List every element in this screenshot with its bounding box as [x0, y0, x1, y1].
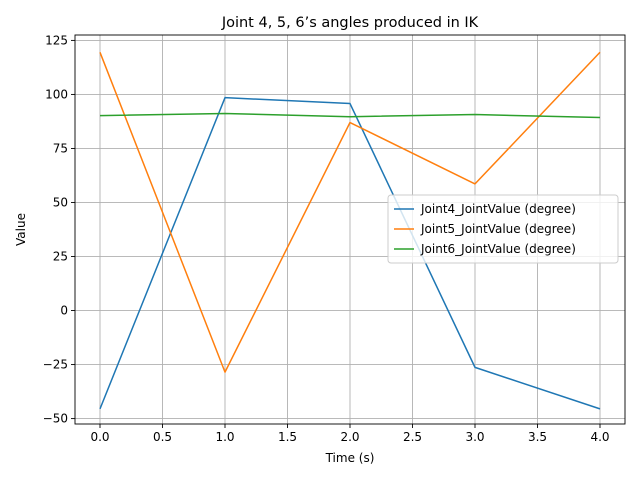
- y-tick-label: 25: [53, 250, 68, 264]
- series-line-joint5: [99, 51, 601, 373]
- chart-title: Joint 4, 5, 6’s angles produced in IK: [221, 15, 479, 31]
- x-tick-label: 2.0: [340, 430, 359, 444]
- legend: Joint4_JointValue (degree) Joint5_JointVa…: [387, 194, 619, 264]
- x-tick-label: 0.5: [153, 430, 172, 444]
- y-tick-label: 125: [45, 33, 68, 47]
- x-tick-label: 3.0: [465, 430, 484, 444]
- y-axis-title: Value: [14, 213, 28, 246]
- y-tick-label: 50: [53, 195, 68, 209]
- x-tick-label: 1.5: [278, 430, 297, 444]
- series-lines: [99, 51, 601, 410]
- x-tick-label: 0.0: [90, 430, 109, 444]
- x-tick-label: 3.5: [528, 430, 547, 444]
- legend-box: [387, 194, 619, 264]
- legend-label: Joint6_JointValue (degree): [420, 242, 576, 256]
- x-axis-ticks: 0.0 0.5 1.0 1.5 2.0 2.5 3.0 3.5 4.0: [90, 424, 610, 444]
- y-tick-label: 100: [45, 87, 68, 101]
- x-tick-label: 2.5: [403, 430, 422, 444]
- y-axis-ticks: −50 −25 0 25 50 75 100 125: [43, 33, 75, 426]
- x-tick-label: 4.0: [590, 430, 609, 444]
- y-tick-label: 0: [60, 304, 68, 318]
- grid: [75, 35, 625, 424]
- legend-label: Joint4_JointValue (degree): [420, 202, 576, 216]
- x-axis-title: Time (s): [325, 451, 375, 465]
- series-line-joint6: [99, 112, 601, 119]
- y-tick-label: −25: [43, 358, 68, 372]
- y-tick-label: 75: [53, 141, 68, 155]
- legend-label: Joint5_JointValue (degree): [420, 222, 576, 236]
- series-line-joint4: [99, 96, 601, 410]
- y-tick-label: −50: [43, 412, 68, 426]
- x-tick-label: 1.0: [215, 430, 234, 444]
